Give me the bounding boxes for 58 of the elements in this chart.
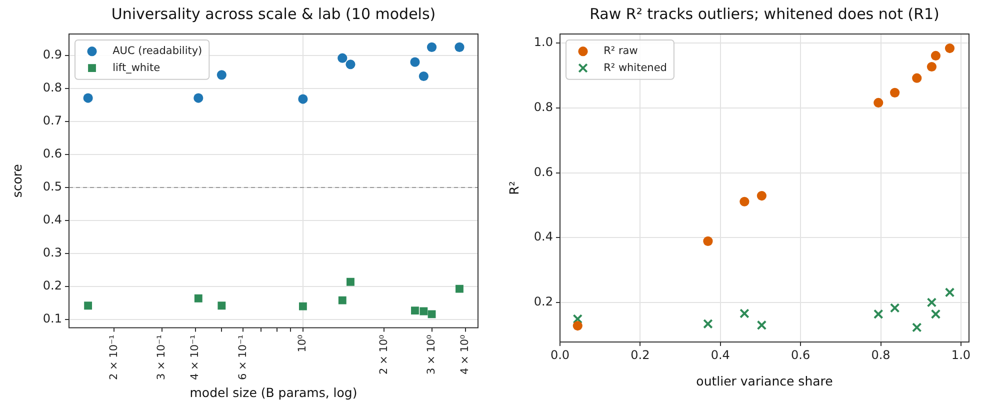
x-tick-label: 6 × 10⁻¹ [236,334,249,380]
point [912,322,922,332]
x-tick-label: 0.8 [871,348,890,362]
x-tick-label: 0.2 [630,348,650,362]
x-tick-label: 0.4 [710,348,730,362]
point [930,50,941,61]
legend-label: R² whitened [604,62,667,74]
point [740,308,750,318]
y-tick-label: 0.8 [534,100,553,114]
x-tick-label: 3 × 10⁻¹ [156,334,168,380]
y-tick-label: 1.0 [534,35,553,50]
y-tick-label: 0.6 [42,146,62,161]
point [926,62,937,72]
x-tick-label: 1.0 [951,348,971,362]
x-tick-label: 4 × 10⁻¹ [189,334,202,380]
y-tick-label: 0.2 [534,294,553,309]
x-axis-title: model size (B params, log) [190,384,358,400]
y-tick-label: 0.5 [42,180,62,194]
point [873,309,884,320]
y-axis-title: score [9,164,24,198]
x-tick-label: 2 × 10⁰ [378,334,390,374]
point [703,318,713,329]
point [944,43,955,54]
x-tick-label: 0.0 [550,348,570,362]
point [926,298,937,308]
point [572,314,583,324]
y-tick-label: 0.2 [42,278,62,293]
point [890,88,900,98]
point [572,320,582,331]
chart-title: Raw R² tracks outliers; whitened does not (R1) [590,4,940,23]
legend-label: lift_white [112,62,160,74]
y-tick-label: 0.1 [42,312,62,326]
point [756,320,767,330]
point [756,190,766,201]
y-tick-label: 0.8 [42,80,62,95]
x-tick-label: 2 × 10⁻¹ [108,334,120,380]
point [740,196,750,206]
point [944,288,955,298]
point [703,236,713,246]
x-tick-label: 4 × 10⁰ [459,334,472,374]
chart-title: Universality across scale & lab (10 models) [111,4,436,23]
point [890,303,900,313]
point [930,309,941,320]
y-tick-label: 0.9 [42,48,62,62]
y-tick-label: 0.3 [42,246,62,260]
y-tick-label: 0.4 [42,212,62,227]
x-tick-label: 10⁰ [296,334,309,352]
legend-label: R² raw [604,45,638,58]
x-tick-label: 3 × 10⁰ [426,334,438,374]
x-tick-label: 0.6 [791,348,810,362]
legend-label: AUC (readability) [112,45,202,58]
y-axis-title: R² [506,181,522,195]
point [874,98,884,108]
y-tick-label: 0.4 [534,230,553,244]
point [912,73,922,83]
x-axis-title: outlier variance share [696,373,834,388]
y-tick-label: 0.7 [42,114,62,128]
y-tick-label: 0.6 [534,164,553,179]
